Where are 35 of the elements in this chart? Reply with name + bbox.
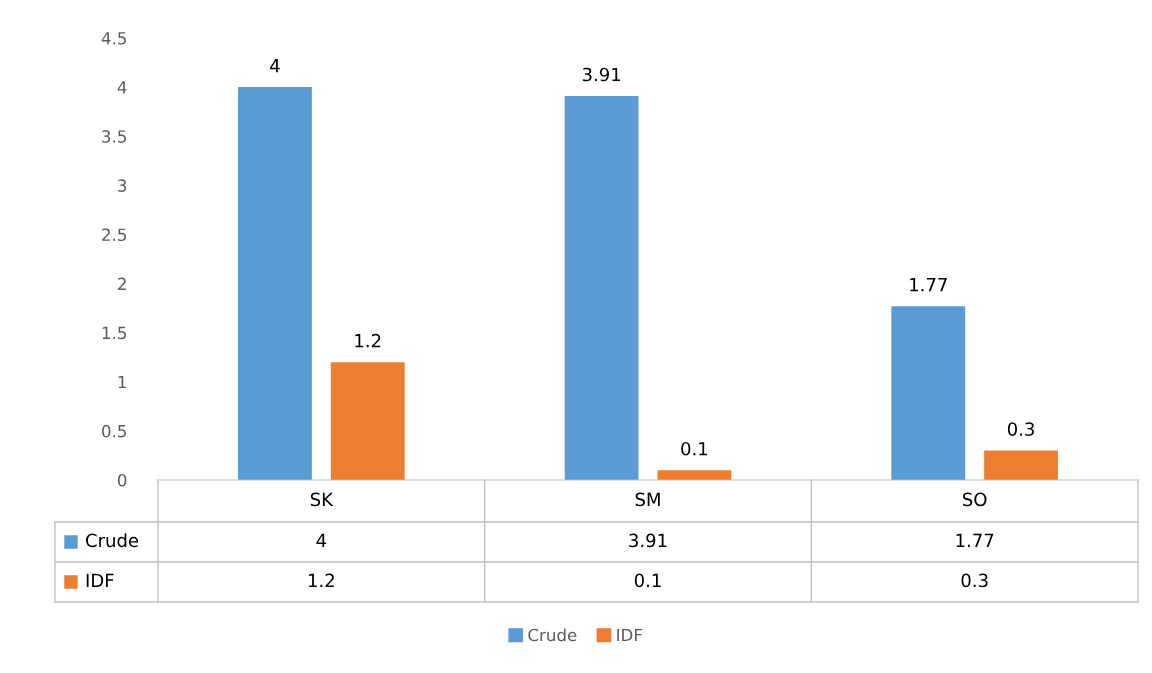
annotation: 0.1 [681, 441, 708, 456]
annotation: 0.3 [1007, 422, 1034, 436]
legend-label: IDF [617, 628, 642, 642]
data-label: 0.1 [634, 573, 661, 588]
y-tick-label: 0.5 [102, 424, 126, 438]
y-tick-label: 4.5 [101, 32, 126, 45]
data-label: 1.2 [308, 573, 334, 587]
data-label: 4 [316, 533, 327, 547]
y-tick-label: 1 [118, 375, 126, 389]
annotation: 4 [270, 59, 280, 73]
annotation: 1.77 [910, 278, 947, 292]
legend-label: Crude [86, 533, 139, 548]
bar [564, 95, 639, 480]
data-label: 1.77 [956, 533, 994, 547]
y-tick-label: 3 [118, 179, 127, 192]
x-tick-label: SO [963, 492, 987, 507]
y-tick-label: 4 [117, 81, 127, 94]
y-tick-label: 2.5 [102, 228, 126, 242]
y-tick-label: 2 [118, 277, 126, 290]
annotation: 1.2 [355, 333, 381, 348]
bar [238, 87, 312, 480]
y-tick-label: 3.5 [102, 130, 126, 143]
text: Crude [528, 628, 577, 642]
y-tick-label: 0 [117, 473, 127, 487]
data-label: 0.3 [961, 573, 988, 588]
x-tick-label: SM [635, 492, 660, 507]
bar [891, 306, 966, 480]
x-tick-label: SK [310, 492, 334, 507]
y-tick-label: 1.5 [102, 326, 126, 340]
bar [657, 470, 732, 480]
bar [330, 362, 405, 480]
text: IDF [86, 573, 114, 587]
annotation: 3.91 [582, 67, 621, 82]
bar [984, 450, 1058, 480]
data-label: 3.91 [629, 533, 667, 548]
